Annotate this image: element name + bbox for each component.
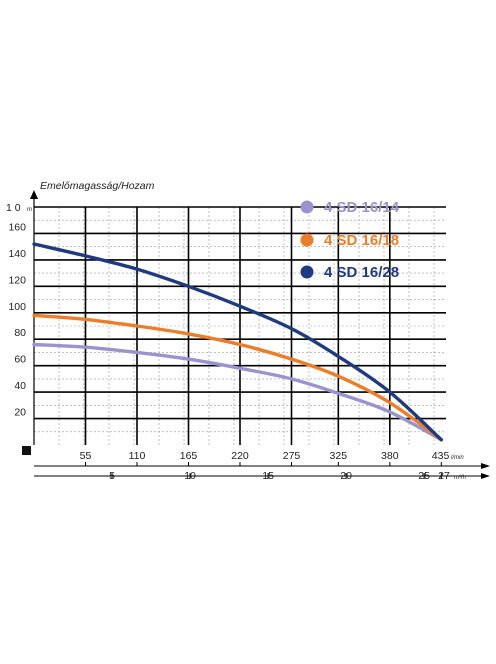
legend-marker-2	[300, 233, 314, 247]
x-axis-arrow	[481, 463, 490, 469]
y-tick-label: 100	[8, 301, 26, 313]
x-tick-label: 325	[330, 450, 348, 462]
y-tick-label: 60	[14, 354, 26, 366]
x-tick-label: 380	[381, 450, 399, 462]
x2-unit-label: m³/h	[454, 475, 467, 481]
x2-tick-label: 10	[184, 470, 196, 482]
x-tick-label: 220	[231, 450, 249, 462]
axes	[22, 190, 490, 479]
y-tick-label: 160	[8, 221, 26, 233]
y-tick-label: 140	[8, 248, 26, 260]
legend-marker-3	[300, 265, 314, 279]
legend-label-1: 4 SD 16/14	[324, 199, 400, 216]
x-tick-label: 435	[432, 450, 450, 462]
legend-label-3: 4 SD 16/28	[324, 264, 399, 281]
origin-marker	[22, 446, 31, 455]
legend-marker-1	[300, 200, 314, 214]
series-lines	[32, 242, 443, 442]
series-line-1	[32, 342, 443, 442]
x2-tick-label: 25	[418, 470, 430, 482]
y-unit-label: m	[27, 207, 32, 213]
tick-labels: 20 40 60 80 100 120 140 160 1 0 m Emelőmagasság/Ho…	[6, 180, 467, 482]
y-top-tick-label: 1 0	[6, 202, 21, 214]
legend: 4 SD 16/14 4 SD 16/18 4 SD 16/28	[300, 199, 400, 281]
y-axis-arrow	[30, 190, 38, 199]
x-tick-label: 55	[80, 450, 92, 462]
x-tick-label: 110	[129, 450, 146, 462]
x2-tick-label: 15	[262, 470, 274, 482]
y-axis-title: Emelőmagasság/Hozam	[40, 180, 155, 192]
y-tick-label: 120	[8, 274, 26, 286]
series-line-2	[32, 313, 443, 442]
y-tick-label: 80	[14, 327, 26, 339]
x2-tick-label: 20	[340, 470, 352, 482]
x-tick-label: 275	[283, 450, 301, 462]
x2-tick-label: 5	[109, 470, 115, 482]
y-tick-label: 20	[14, 407, 26, 419]
x2-axis-arrow	[481, 473, 490, 479]
x-tick-label: 165	[180, 450, 198, 462]
legend-label-2: 4 SD 16/18	[324, 232, 399, 249]
series-line-3	[32, 242, 443, 442]
y-tick-label: 40	[14, 380, 26, 392]
grid	[34, 206, 446, 445]
x2-tick-label: 27	[438, 470, 450, 482]
x-unit-label: l/min	[451, 455, 464, 461]
